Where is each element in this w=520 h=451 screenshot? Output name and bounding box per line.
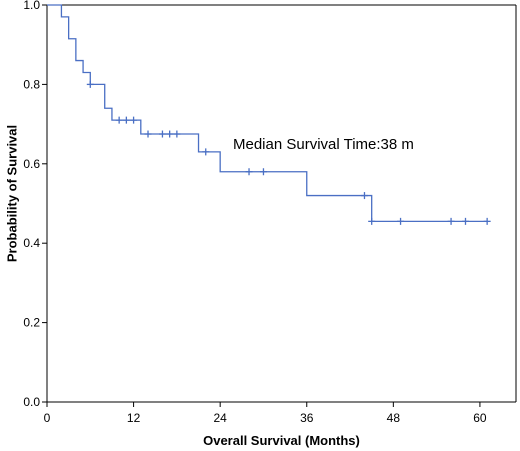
censor-mark [360,192,368,200]
censor-mark [158,130,166,138]
y-tick-label: 0.4 [23,236,40,250]
x-tick-label: 24 [213,411,227,425]
censor-mark [461,217,469,225]
y-ticks: 0.0 0.2 0.4 0.6 0.8 1.0 [23,0,47,409]
y-axis-title: Probability of Survival [5,125,20,262]
censor-mark [245,168,253,176]
series-layer [47,4,488,223]
censor-mark [86,80,94,88]
censor-mark [483,217,491,225]
censor-mark [144,130,152,138]
x-tick-label: 60 [473,411,487,425]
y-tick-label: 0.6 [23,157,40,171]
x-ticks: 0 12 24 36 48 60 [44,402,487,425]
x-tick-label: 12 [127,411,141,425]
censor-mark [447,217,455,225]
x-tick-label: 48 [387,411,401,425]
censor-mark [259,168,267,176]
censor-mark [166,130,174,138]
axes [46,4,517,403]
x-tick-label: 36 [300,411,314,425]
censor-marks [86,80,491,225]
censor-mark [130,116,138,124]
y-tick-label: 0.0 [23,395,40,409]
censor-mark [397,217,405,225]
survival-step-line [47,4,488,223]
censor-mark [202,148,210,156]
censor-mark [368,217,376,225]
censor-mark [122,116,130,124]
y-tick-label: 1.0 [23,0,40,12]
median-survival-annotation: Median Survival Time:38 m [233,136,414,153]
x-axis-title: Overall Survival (Months) [203,433,360,448]
censor-mark [115,116,123,124]
y-tick-label: 0.2 [23,316,40,330]
censor-mark [173,130,181,138]
x-tick-label: 0 [44,411,51,425]
y-tick-label: 0.8 [23,77,40,91]
